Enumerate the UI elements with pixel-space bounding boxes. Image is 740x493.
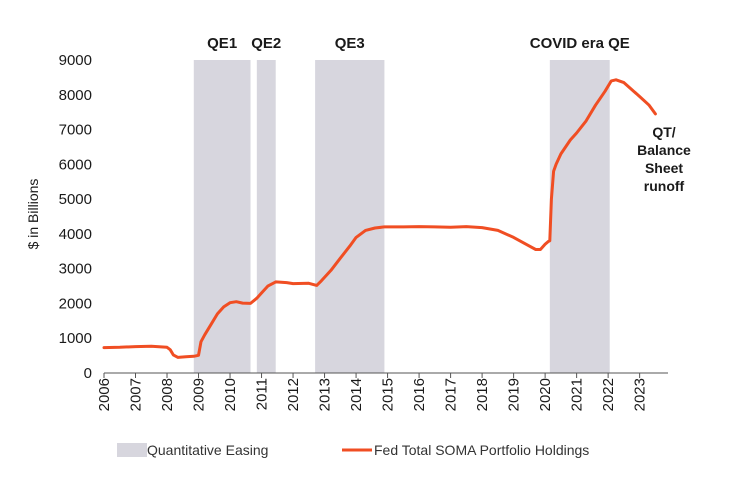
qe-label-2: QE3 [335, 35, 365, 52]
y-tick-5000: 5000 [59, 191, 92, 208]
y-tick-1000: 1000 [59, 330, 92, 347]
qe-region-3 [549, 60, 610, 373]
qe-label-layer: QE1 QE2 QE3 COVID era QE [207, 35, 630, 52]
legend-swatch-qe [117, 443, 147, 457]
x-tick-2018: 2018 [474, 378, 491, 411]
x-tick-2017: 2017 [443, 378, 460, 411]
y-tick-9000: 9000 [59, 52, 92, 69]
x-tick-2023: 2023 [632, 378, 649, 411]
y-tick-8000: 8000 [59, 87, 92, 104]
x-tick-2006: 2006 [96, 378, 113, 411]
y-tick-0: 0 [84, 365, 92, 382]
qe-region-1 [256, 60, 276, 373]
qe-region-2 [315, 60, 385, 373]
legend-label-qe: Quantitative Easing [147, 442, 268, 458]
qe-label-0: QE1 [207, 35, 237, 52]
x-tick-2011: 2011 [254, 378, 271, 410]
y-tick-2000: 2000 [59, 295, 92, 312]
x-tick-2019: 2019 [506, 378, 523, 411]
y-axis-label: $ in Billions [25, 179, 41, 250]
x-tick-2010: 2010 [222, 378, 239, 411]
qe-shading-layer [193, 60, 610, 373]
x-tick-2020: 2020 [537, 378, 554, 411]
series-line-soma-holdings [102, 78, 657, 359]
y-tick-7000: 7000 [59, 122, 92, 139]
legend-label-line: Fed Total SOMA Portfolio Holdings [374, 442, 589, 458]
y-tick-6000: 6000 [59, 156, 92, 173]
x-tick-2021: 2021 [569, 378, 586, 411]
y-tick-4000: 4000 [59, 226, 92, 243]
annotation-line-1: Balance [637, 142, 691, 158]
annotation-qt-runoff: QT/Balance Sheet runoff [637, 124, 691, 194]
x-tick-2015: 2015 [380, 378, 397, 411]
x-tick-2014: 2014 [348, 378, 365, 411]
x-tick-labels: 2006 2007 2008 2009 2010 2011 2012 2013 2014 2015… [96, 373, 649, 411]
x-tick-2013: 2013 [317, 378, 334, 411]
x-tick-2007: 2007 [128, 378, 145, 411]
x-tick-2009: 2009 [191, 378, 208, 411]
x-tick-2022: 2022 [600, 378, 617, 411]
qe-region-0 [193, 60, 251, 373]
annotation-line-3: runoff [644, 178, 685, 194]
legend: Quantitative Easing Fed Total SOMA Portf… [117, 442, 589, 458]
y-tick-3000: 3000 [59, 261, 92, 278]
annotation-line-2: Sheet [645, 160, 683, 176]
qe-label-1: QE2 [251, 35, 281, 52]
x-tick-2012: 2012 [285, 378, 302, 411]
y-tick-labels: 0 1000 2000 3000 4000 5000 6000 7000 8000 9000 [59, 52, 92, 382]
annotation-line-0: QT/ [652, 124, 675, 140]
qe-label-3: COVID era QE [530, 35, 630, 52]
x-tick-2016: 2016 [411, 378, 428, 411]
x-tick-2008: 2008 [159, 378, 176, 411]
